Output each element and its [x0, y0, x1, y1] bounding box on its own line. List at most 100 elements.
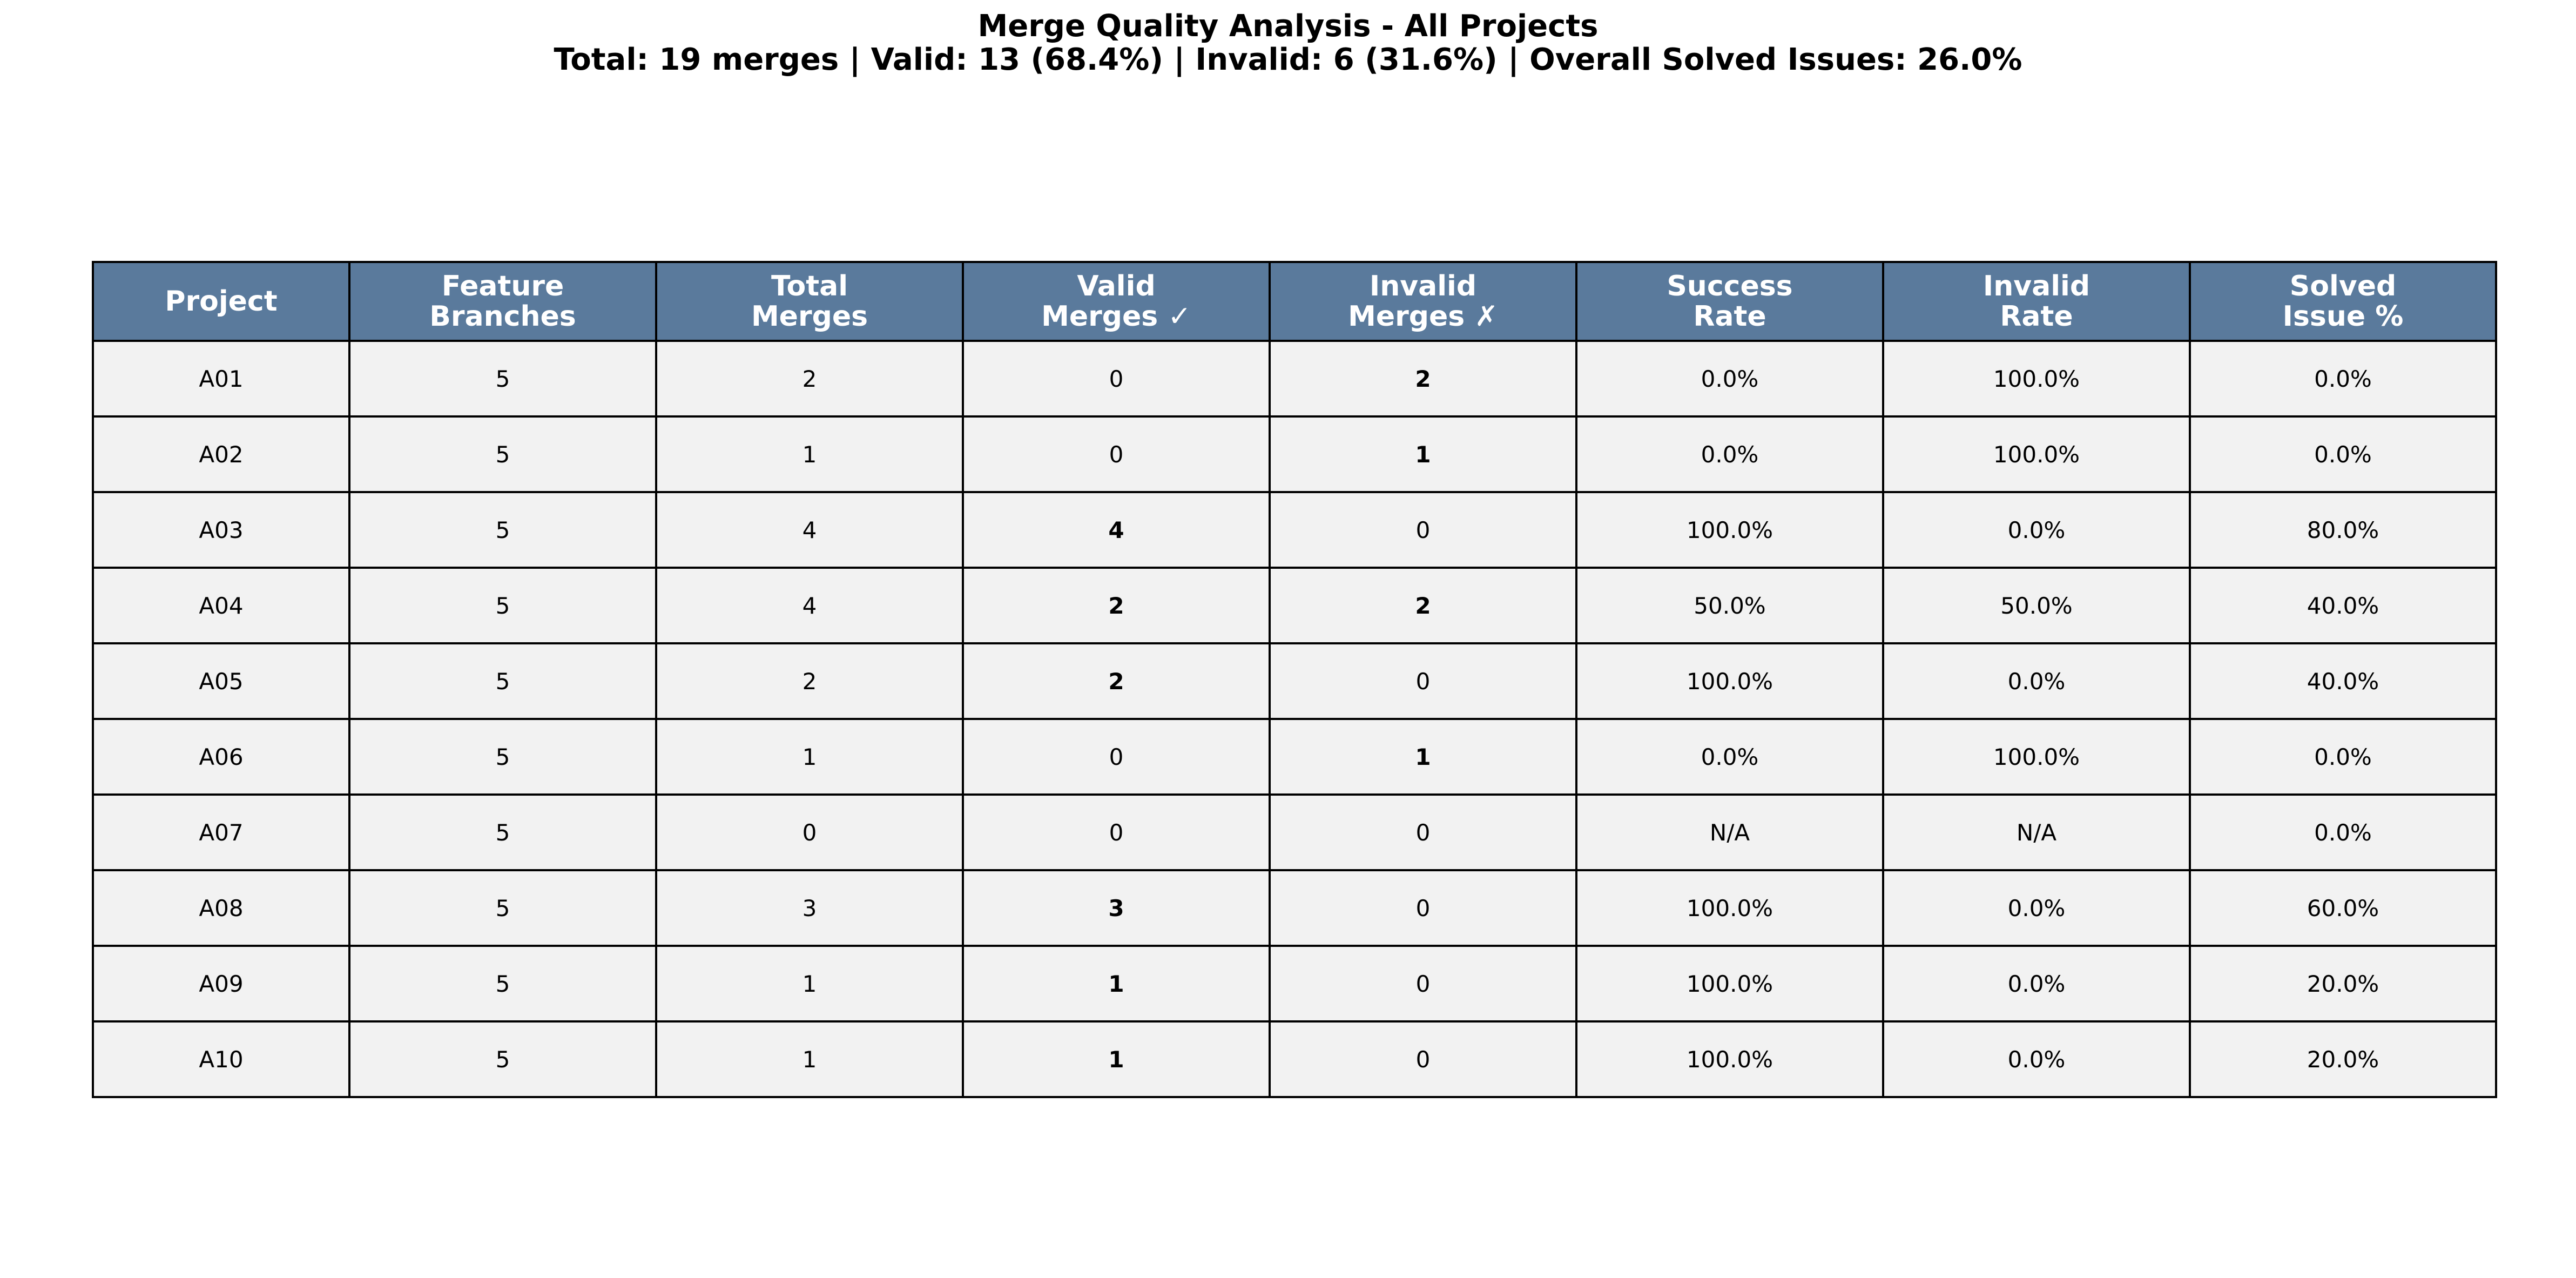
header-solved-issue-pct: Solved Issue %: [2189, 261, 2497, 342]
cell-valid-merges: 1: [962, 945, 1271, 1023]
cell-success-rate: 0.0%: [1575, 340, 1884, 418]
cell-valid-merges: 0: [962, 340, 1271, 418]
cell-project: A03: [92, 491, 350, 569]
cell-invalid-rate: 0.0%: [1882, 869, 2191, 947]
cell-invalid-rate: 0.0%: [1882, 642, 2191, 720]
cell-success-rate: 100.0%: [1575, 1020, 1884, 1098]
cell-project: A08: [92, 869, 350, 947]
table-row: A10 5 1 1 0 100.0% 0.0% 20.0%: [92, 1020, 2497, 1098]
cell-success-rate: 100.0%: [1575, 642, 1884, 720]
cell-valid-merges: 3: [962, 869, 1271, 947]
cell-solved-issue-pct: 20.0%: [2189, 1020, 2497, 1098]
header-row: Project Feature Branches Total Merges Va…: [92, 261, 2497, 342]
cell-feature-branches: 5: [348, 642, 657, 720]
cell-invalid-merges: 0: [1269, 869, 1577, 947]
cell-solved-issue-pct: 0.0%: [2189, 340, 2497, 418]
cell-success-rate: 0.0%: [1575, 415, 1884, 493]
cell-solved-issue-pct: 60.0%: [2189, 869, 2497, 947]
cell-valid-merges: 2: [962, 642, 1271, 720]
cell-total-merges: 0: [655, 793, 964, 871]
cell-total-merges: 1: [655, 1020, 964, 1098]
cell-success-rate: 100.0%: [1575, 491, 1884, 569]
table-row: A06 5 1 0 1 0.0% 100.0% 0.0%: [92, 718, 2497, 796]
cell-invalid-rate: 50.0%: [1882, 567, 2191, 644]
cell-success-rate: 50.0%: [1575, 567, 1884, 644]
cell-total-merges: 1: [655, 718, 964, 796]
cell-solved-issue-pct: 40.0%: [2189, 642, 2497, 720]
chart-title: Merge Quality Analysis - All Projects: [977, 9, 1599, 44]
header-valid-merges: Valid Merges ✓: [962, 261, 1271, 342]
cell-valid-merges: 4: [962, 491, 1271, 569]
cell-project: A04: [92, 567, 350, 644]
header-total-merges: Total Merges: [655, 261, 964, 342]
cell-invalid-rate: 0.0%: [1882, 945, 2191, 1023]
header-project: Project: [92, 261, 350, 342]
cell-feature-branches: 5: [348, 793, 657, 871]
table-row: A07 5 0 0 0 N/A N/A 0.0%: [92, 793, 2497, 871]
cell-project: A09: [92, 945, 350, 1023]
cell-invalid-rate: 100.0%: [1882, 415, 2191, 493]
cell-total-merges: 4: [655, 491, 964, 569]
cell-solved-issue-pct: 0.0%: [2189, 793, 2497, 871]
table-header: Project Feature Branches Total Merges Va…: [92, 261, 2497, 342]
table-row: A01 5 2 0 2 0.0% 100.0% 0.0%: [92, 340, 2497, 418]
cell-solved-issue-pct: 80.0%: [2189, 491, 2497, 569]
cell-solved-issue-pct: 40.0%: [2189, 567, 2497, 644]
header-invalid-merges: Invalid Merges ✗: [1269, 261, 1577, 342]
cell-invalid-merges: 0: [1269, 945, 1577, 1023]
cell-solved-issue-pct: 20.0%: [2189, 945, 2497, 1023]
table-row: A09 5 1 1 0 100.0% 0.0% 20.0%: [92, 945, 2497, 1023]
table-row: A03 5 4 4 0 100.0% 0.0% 80.0%: [92, 491, 2497, 569]
cell-feature-branches: 5: [348, 1020, 657, 1098]
cell-project: A01: [92, 340, 350, 418]
cell-invalid-rate: 0.0%: [1882, 491, 2191, 569]
cell-invalid-rate: 100.0%: [1882, 340, 2191, 418]
cell-feature-branches: 5: [348, 945, 657, 1023]
cell-invalid-merges: 0: [1269, 793, 1577, 871]
cell-invalid-rate: 100.0%: [1882, 718, 2191, 796]
header-invalid-rate: Invalid Rate: [1882, 261, 2191, 342]
cell-solved-issue-pct: 0.0%: [2189, 718, 2497, 796]
cell-invalid-rate: N/A: [1882, 793, 2191, 871]
header-success-rate: Success Rate: [1575, 261, 1884, 342]
cell-feature-branches: 5: [348, 567, 657, 644]
cell-valid-merges: 0: [962, 415, 1271, 493]
cell-feature-branches: 5: [348, 869, 657, 947]
cell-invalid-merges: 0: [1269, 642, 1577, 720]
cell-total-merges: 2: [655, 340, 964, 418]
cell-invalid-merges: 1: [1269, 718, 1577, 796]
cell-invalid-merges: 0: [1269, 491, 1577, 569]
cell-feature-branches: 5: [348, 415, 657, 493]
cell-project: A05: [92, 642, 350, 720]
cell-success-rate: 0.0%: [1575, 718, 1884, 796]
cell-total-merges: 3: [655, 869, 964, 947]
chart-title-block: Merge Quality Analysis - All Projects To…: [0, 10, 2576, 77]
cell-invalid-merges: 2: [1269, 340, 1577, 418]
table-row: A05 5 2 2 0 100.0% 0.0% 40.0%: [92, 642, 2497, 720]
cell-invalid-merges: 0: [1269, 1020, 1577, 1098]
cell-success-rate: 100.0%: [1575, 869, 1884, 947]
cell-valid-merges: 1: [962, 1020, 1271, 1098]
cell-total-merges: 2: [655, 642, 964, 720]
cell-feature-branches: 5: [348, 340, 657, 418]
cell-valid-merges: 2: [962, 567, 1271, 644]
cell-total-merges: 4: [655, 567, 964, 644]
table-row: A08 5 3 3 0 100.0% 0.0% 60.0%: [92, 869, 2497, 947]
cell-feature-branches: 5: [348, 718, 657, 796]
cell-invalid-merges: 1: [1269, 415, 1577, 493]
table-row: A04 5 4 2 2 50.0% 50.0% 40.0%: [92, 567, 2497, 644]
cell-success-rate: 100.0%: [1575, 945, 1884, 1023]
table-body: A01 5 2 0 2 0.0% 100.0% 0.0% A02 5 1 0 1 0.0% 100.0% 0.…: [92, 340, 2497, 1098]
header-feature-branches: Feature Branches: [348, 261, 657, 342]
cell-invalid-merges: 2: [1269, 567, 1577, 644]
cell-total-merges: 1: [655, 415, 964, 493]
cell-total-merges: 1: [655, 945, 964, 1023]
cell-project: A10: [92, 1020, 350, 1098]
cell-project: A06: [92, 718, 350, 796]
cell-feature-branches: 5: [348, 491, 657, 569]
table-row: A02 5 1 0 1 0.0% 100.0% 0.0%: [92, 415, 2497, 493]
cell-valid-merges: 0: [962, 718, 1271, 796]
cell-invalid-rate: 0.0%: [1882, 1020, 2191, 1098]
cell-project: A02: [92, 415, 350, 493]
cell-solved-issue-pct: 0.0%: [2189, 415, 2497, 493]
